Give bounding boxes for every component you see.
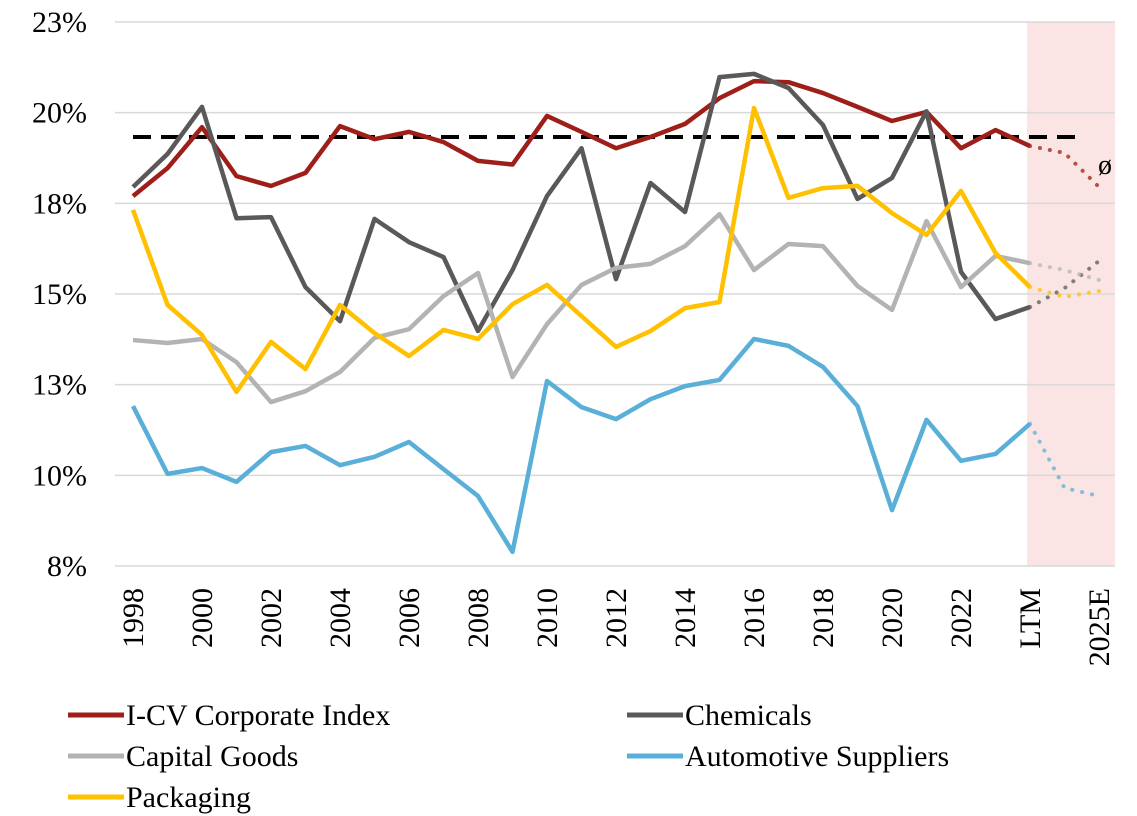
x-tick-label: 2002	[255, 588, 288, 648]
y-tick-label: 23%	[32, 6, 87, 39]
x-tick-label: 1998	[117, 588, 150, 648]
legend-label: Packaging	[126, 781, 251, 814]
x-tick-label: LTM	[1014, 588, 1047, 649]
x-tick-label: 2022	[945, 588, 978, 648]
y-tick-label: 13%	[32, 369, 87, 402]
forecast-line	[1028, 144, 1101, 190]
x-tick-label: 2012	[600, 588, 633, 648]
x-tick-label: 2010	[531, 588, 564, 648]
series-line	[132, 211, 1031, 405]
y-tick-label: 10%	[32, 459, 87, 492]
x-tick-label: 2000	[186, 588, 219, 648]
x-tick-label: 2025E	[1083, 588, 1116, 666]
x-tick-label: 2008	[462, 588, 495, 648]
y-tick-label: 20%	[32, 97, 87, 130]
series-line	[130, 336, 1032, 555]
x-tick-label: 2016	[738, 588, 771, 648]
y-tick-label: 18%	[32, 187, 87, 220]
x-tick-label: 2006	[393, 588, 426, 648]
y-tick-label: 8%	[47, 550, 87, 583]
forecast-line	[1028, 258, 1101, 310]
forecast-line	[1028, 285, 1101, 299]
legend-label: Automotive Suppliers	[685, 740, 949, 773]
legend-label: Capital Goods	[126, 740, 299, 773]
x-tick-label: 2020	[876, 588, 909, 648]
legend-label: I-CV Corporate Index	[126, 699, 390, 732]
x-tick-label: 2018	[807, 588, 840, 648]
average-label: ø	[1098, 150, 1112, 181]
series-line	[131, 71, 1031, 334]
series-line	[130, 105, 1032, 395]
y-tick-label: 15%	[32, 278, 87, 311]
x-tick-label: 2014	[669, 588, 702, 648]
x-tick-label: 2004	[324, 588, 357, 648]
legend-label: Chemicals	[685, 699, 812, 732]
forecast-line	[1028, 261, 1101, 282]
series-line	[131, 78, 1031, 198]
